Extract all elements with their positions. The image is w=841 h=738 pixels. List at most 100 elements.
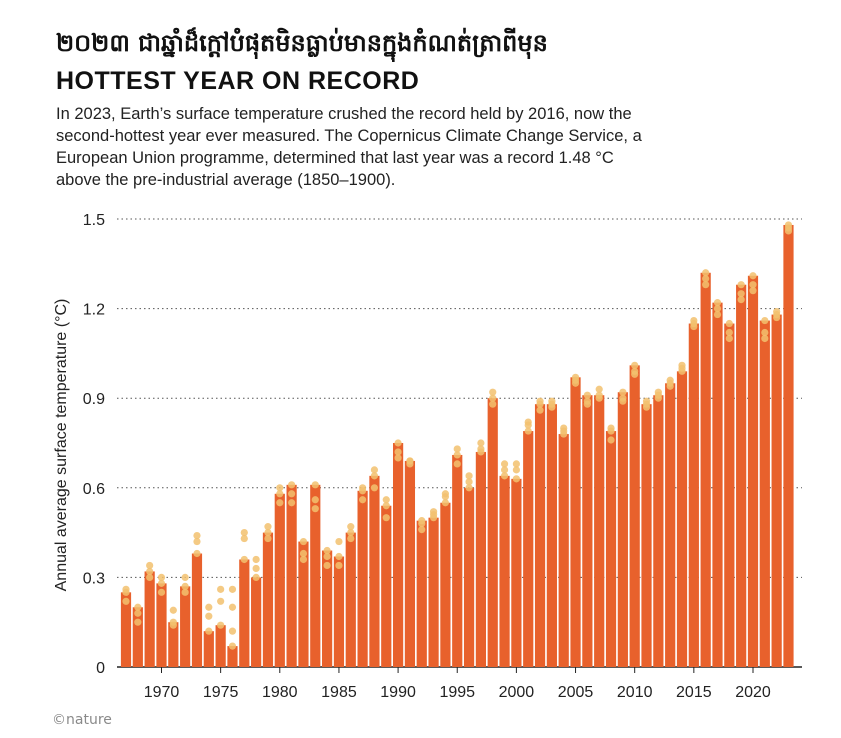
x-tick-label: 2005 (558, 684, 594, 701)
dataset-dot (548, 397, 556, 405)
dataset-dot (678, 361, 686, 369)
x-tick-label: 1985 (321, 684, 357, 701)
dataset-dot (347, 523, 355, 531)
bar-2006 (582, 395, 593, 667)
bar-1996 (463, 487, 475, 667)
dataset-dot (122, 597, 130, 605)
bar-2001 (523, 431, 534, 667)
dataset-dot (252, 564, 260, 573)
dataset-dot (619, 397, 627, 405)
bar-1980 (274, 493, 285, 667)
dataset-dot (524, 427, 532, 435)
y-axis-label: Annual average surface temperature (°C) (53, 299, 70, 592)
bar-2014 (676, 371, 688, 667)
dataset-dot (240, 555, 248, 564)
dataset-dot (134, 603, 142, 611)
dataset-dot (382, 496, 390, 504)
dataset-dot (228, 585, 237, 593)
bar-1982 (298, 541, 309, 667)
dataset-dot (370, 466, 379, 474)
bar-2020 (747, 275, 759, 667)
bar-1986 (345, 532, 356, 667)
bar-1974 (203, 631, 214, 667)
bar-1994 (440, 502, 451, 667)
dataset-dot (465, 484, 473, 492)
bar-1968 (132, 607, 143, 667)
bar-2013 (665, 383, 676, 667)
x-tick-label: 2010 (617, 684, 653, 701)
dataset-dot (382, 514, 390, 522)
dataset-dot (370, 484, 379, 492)
dataset-dot (299, 537, 308, 546)
dataset-dot (761, 334, 769, 343)
khmer-title: ២០២៣ ជាឆ្នាំដ៏ក្តៅបំផុតមិនធ្លាប់មានក្នុង… (56, 29, 548, 57)
dataset-dot (607, 424, 615, 432)
bar-2016 (700, 272, 711, 667)
dataset-dot (335, 552, 343, 561)
dataset-dot (512, 466, 520, 474)
dataset-dot (619, 388, 627, 396)
dataset-dot (228, 603, 237, 611)
x-tick-label: 1970 (144, 684, 180, 701)
dataset-dot (299, 549, 308, 558)
dataset-dot (536, 397, 544, 405)
dataset-dot (725, 334, 733, 343)
x-axis-ticks: 1970 1975 1980 1985 1990 1995 2000 2005 2010 2015… (144, 667, 771, 701)
dataset-dot (749, 287, 757, 295)
y-tick-label: 0 (96, 660, 105, 677)
dataset-dot (489, 394, 497, 402)
dataset-dot (252, 573, 260, 582)
dataset-dot (406, 457, 414, 465)
bar-1978 (251, 577, 262, 667)
dataset-dot (394, 454, 402, 462)
dataset-dot (264, 534, 272, 543)
dataset-dot (228, 642, 237, 650)
dataset-dot (157, 579, 166, 587)
dataset-dot (276, 490, 284, 498)
y-axis-ticks: 0 0.3 0.6 0.9 1.2 1.5 (83, 212, 105, 677)
dataset-dot (631, 370, 639, 378)
dataset-dot (134, 609, 142, 617)
dataset-dot (737, 290, 745, 298)
bar-1973 (191, 553, 203, 667)
dataset-dot (122, 585, 130, 593)
bar-1985 (333, 556, 345, 667)
dataset-dot (146, 567, 154, 576)
dataset-dot (157, 573, 166, 582)
chart-subtitle: In 2023, Earth’s surface temperature cru… (56, 105, 642, 189)
bar-1976 (227, 646, 238, 667)
bars (120, 224, 794, 667)
x-tick-label: 1980 (262, 684, 298, 701)
bar-1993 (428, 517, 439, 667)
dataset-dot (465, 478, 473, 486)
dataset-dot (690, 316, 698, 325)
dataset-dot (217, 621, 225, 629)
dataset-dot (500, 466, 509, 474)
dataset-dot (560, 427, 568, 435)
dataset-dot (134, 618, 142, 626)
bar-1972 (180, 586, 191, 667)
dataset-dot (737, 281, 745, 289)
bar-2018 (724, 323, 735, 667)
dataset-dot (193, 549, 201, 558)
bar-1988 (369, 475, 380, 667)
dataset-dot (749, 281, 757, 289)
dataset-dot (713, 310, 722, 319)
bar-2004 (558, 434, 569, 667)
dataset-dot (453, 451, 461, 459)
dataset-dot (654, 394, 662, 402)
dataset-dot (512, 460, 520, 468)
dataset-dot (489, 388, 497, 396)
dataset-dot (205, 627, 213, 635)
dataset-dot (205, 612, 213, 620)
bar-1995 (452, 454, 463, 667)
bar-2012 (653, 395, 664, 667)
dataset-dot (761, 316, 769, 325)
x-tick-label: 1975 (203, 684, 239, 701)
bar-1983 (310, 484, 321, 667)
y-tick-label: 1.5 (83, 212, 105, 229)
dataset-dot (536, 406, 544, 414)
dataset-dot (311, 496, 319, 504)
dataset-dot (702, 275, 710, 283)
